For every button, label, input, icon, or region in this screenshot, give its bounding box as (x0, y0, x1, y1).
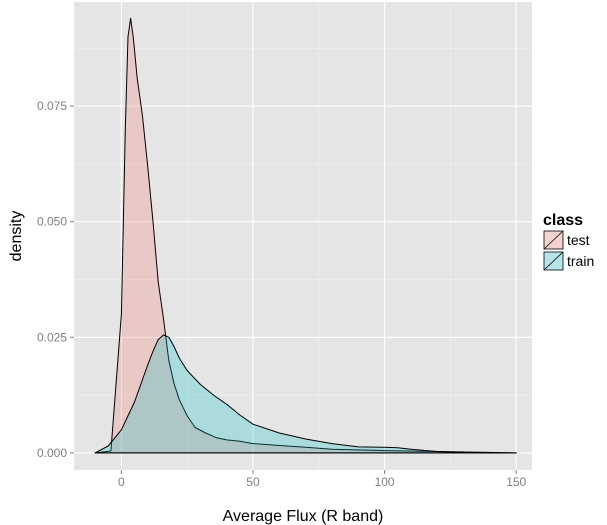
y-axis-ticks: 0.000 0.025 0.050 0.075 (37, 99, 74, 460)
legend-label-test: test (567, 232, 590, 248)
major-gridlines (74, 2, 532, 470)
minor-gridlines (74, 2, 532, 470)
legend-items: test train (542, 229, 594, 272)
y-tick-label: 0.025 (37, 330, 67, 344)
legend-key-slash (543, 251, 564, 271)
density-areas (94, 17, 517, 454)
x-axis-title: Average Flux (R band) (223, 508, 384, 525)
x-tick-label: 150 (506, 475, 526, 489)
series-area-test (94, 17, 517, 454)
y-tick-label: 0.000 (37, 446, 67, 460)
x-tick-label: 0 (118, 475, 125, 489)
legend: class test train (542, 212, 594, 272)
legend-key-slash (543, 230, 564, 250)
y-axis-title: density (8, 211, 25, 262)
legend-title: class (543, 212, 583, 229)
x-axis-ticks: 0 50 100 150 (118, 470, 527, 489)
series-area-train (94, 334, 517, 454)
legend-label-train: train (567, 253, 594, 269)
y-tick-label: 0.050 (37, 215, 67, 229)
plot-panel (74, 2, 532, 470)
y-tick-label: 0.075 (37, 99, 67, 113)
x-tick-label: 100 (375, 475, 395, 489)
x-tick-label: 50 (246, 475, 260, 489)
